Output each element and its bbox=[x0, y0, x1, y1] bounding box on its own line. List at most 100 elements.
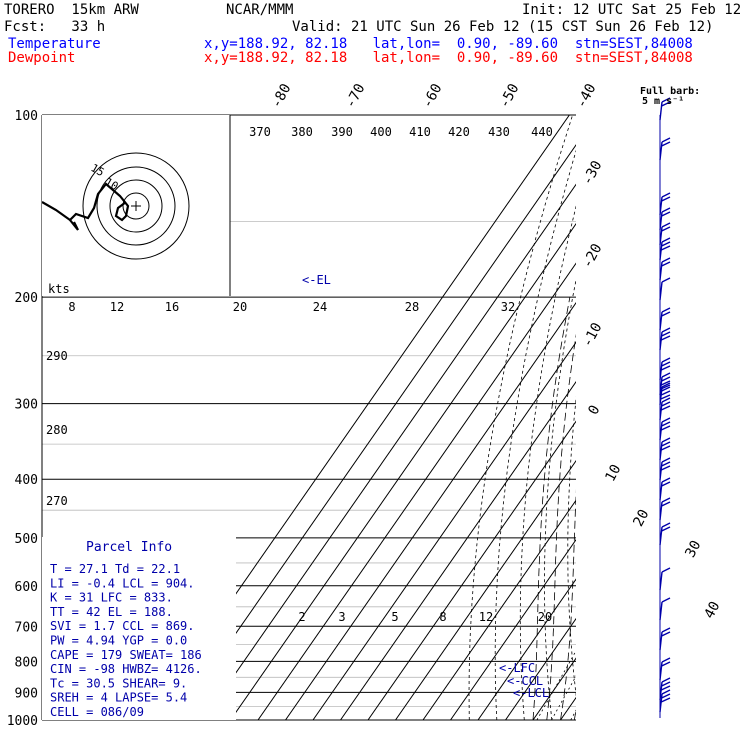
isotherm-label: -80 bbox=[268, 81, 294, 111]
wind-barb-flag bbox=[661, 382, 671, 388]
wind-barb-flag bbox=[661, 137, 671, 143]
hodograph-ring bbox=[82, 152, 190, 260]
mixing-ratio-line bbox=[570, 709, 576, 720]
mixing-ratio-label: 32 bbox=[501, 300, 515, 314]
wind-barb bbox=[659, 401, 663, 421]
forecast-hour: Fcst: 33 h bbox=[4, 19, 106, 35]
pressure-label: 200 bbox=[15, 291, 38, 306]
isotherm-label: -40 bbox=[573, 81, 599, 111]
theta-label: 370 bbox=[249, 125, 271, 139]
wind-barb bbox=[659, 631, 663, 651]
isotherm bbox=[671, 115, 740, 720]
wind-barb-flag bbox=[661, 421, 671, 427]
parcel-info-row: K = 31 LFC = 833. bbox=[50, 591, 173, 605]
temperature-profile bbox=[630, 115, 740, 720]
wind-barb bbox=[659, 281, 663, 301]
wind-barb bbox=[659, 386, 663, 406]
wind-barb-flag bbox=[661, 401, 671, 407]
isotherm bbox=[312, 341, 576, 720]
wind-barb-flag bbox=[661, 631, 671, 637]
wind-barb-flag bbox=[661, 677, 671, 683]
isotherm-label: 30 bbox=[682, 538, 704, 560]
dry-adiabat bbox=[468, 115, 573, 720]
barb-legend-title: Full barb: bbox=[640, 86, 700, 97]
wind-barb-flag bbox=[660, 465, 671, 471]
mixing-ratio-label: 5 bbox=[391, 610, 398, 624]
wind-barb-flag bbox=[660, 685, 671, 691]
isotherm-label: -30 bbox=[579, 158, 605, 188]
theta-label: 390 bbox=[331, 125, 353, 139]
wind-barb-flag bbox=[661, 526, 671, 532]
isotherm bbox=[532, 657, 576, 720]
moist-adiabat bbox=[616, 297, 689, 720]
theta-label: 410 bbox=[409, 125, 431, 139]
wind-barb-flag bbox=[660, 394, 671, 400]
wind-barb-flag bbox=[661, 441, 671, 447]
wind-barb bbox=[659, 571, 663, 591]
pressure-label: 900 bbox=[15, 686, 38, 701]
isotherm bbox=[175, 144, 576, 720]
parcel-info-row: Tc = 30.5 SHEAR= 9. bbox=[50, 676, 187, 690]
wind-barb-flag bbox=[661, 386, 671, 392]
isotherm bbox=[230, 223, 576, 720]
wind-barb bbox=[659, 693, 663, 713]
wind-barb-flag bbox=[661, 207, 671, 213]
wind-barb bbox=[659, 211, 663, 231]
mixing-ratio-line bbox=[628, 586, 699, 720]
mixing-ratio-label: 8 bbox=[439, 610, 446, 624]
wind-barb-flag bbox=[661, 361, 671, 367]
moist-adiabat bbox=[643, 297, 740, 720]
wind-barb bbox=[659, 196, 663, 216]
parcel-info-row: SREH = 4 LAPSE= 5.4 bbox=[50, 691, 187, 705]
isotherm bbox=[202, 183, 576, 720]
wind-barb-flag bbox=[661, 417, 671, 423]
wind-barb-flag bbox=[660, 380, 671, 386]
hodograph-ring bbox=[96, 166, 176, 246]
theta-label: 420 bbox=[448, 125, 470, 139]
wind-barb bbox=[659, 361, 663, 381]
parcel-info-row: CELL = 086/09 bbox=[50, 705, 144, 719]
wind-barb-flag bbox=[661, 372, 671, 378]
wind-barb-flag bbox=[661, 192, 671, 198]
wind-barb bbox=[659, 421, 663, 441]
hodograph-units: kts bbox=[48, 282, 70, 296]
mixing-ratio-label: 12 bbox=[479, 610, 493, 624]
parcel-info-row: SVI = 1.7 CCL = 869. bbox=[50, 619, 195, 633]
model-title: TORERO 15km ARW bbox=[4, 2, 139, 18]
valid-time: Valid: 21 UTC Sun 26 Feb 12 (15 CST Sun … bbox=[292, 19, 714, 35]
parcel-info-title: Parcel Info bbox=[86, 540, 172, 555]
isotherm bbox=[395, 459, 576, 720]
parcel-info-row: T = 27.1 Td = 22.1 bbox=[50, 562, 180, 576]
wind-barb-flag bbox=[660, 425, 671, 431]
mixing-ratio-label: 28 bbox=[405, 300, 419, 314]
wind-barb-flag bbox=[661, 141, 671, 147]
wind-barb-flag bbox=[661, 481, 671, 487]
isotherm-label: -20 bbox=[579, 241, 605, 271]
theta-e-label: 270 bbox=[46, 494, 68, 508]
wind-barb bbox=[659, 261, 663, 281]
dry-adiabat bbox=[544, 278, 576, 720]
mixing-ratio-label: 20 bbox=[233, 300, 247, 314]
wind-barb bbox=[659, 101, 663, 121]
isotherm bbox=[477, 578, 576, 720]
wind-barb-flag bbox=[661, 241, 671, 247]
moist-adiabat bbox=[532, 297, 571, 720]
hodograph-ring-label: 15 bbox=[89, 161, 107, 179]
moist-adiabat bbox=[629, 297, 726, 720]
isotherm bbox=[422, 499, 576, 720]
isotherm bbox=[698, 115, 740, 720]
isotherm-label: -60 bbox=[419, 81, 445, 111]
pressure-label: 1000 bbox=[7, 714, 38, 729]
isotherm-label: -70 bbox=[342, 81, 368, 111]
wind-barb bbox=[659, 241, 663, 261]
theta-e-label: 290 bbox=[46, 349, 68, 363]
wind-barb-flag bbox=[660, 697, 671, 703]
theta-label: 440 bbox=[531, 125, 553, 139]
dewpoint-profile bbox=[619, 115, 740, 720]
init-time: Init: 12 UTC Sat 25 Feb 12 bbox=[522, 2, 740, 18]
mixing-ratio-line bbox=[536, 650, 576, 720]
org-label: NCAR/MMM bbox=[226, 2, 294, 18]
wind-barb-flag bbox=[661, 357, 671, 363]
dry-adiabat bbox=[653, 115, 689, 720]
